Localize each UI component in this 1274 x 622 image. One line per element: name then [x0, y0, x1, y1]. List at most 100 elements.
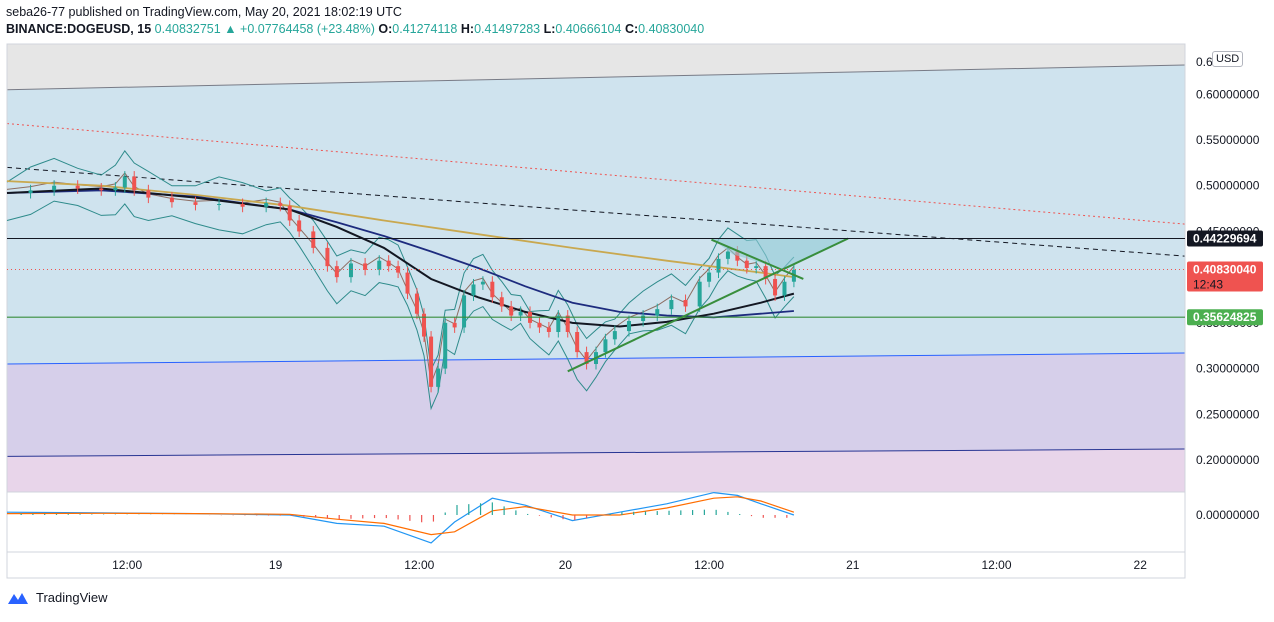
- price-tag-label: 0.40830040: [1193, 263, 1257, 277]
- x-tick-label: 12:00: [404, 558, 434, 572]
- upper-grey-zone: [7, 44, 1185, 90]
- x-tick-label: 12:00: [982, 558, 1012, 572]
- close-value: 0.40830040: [638, 22, 705, 36]
- symbol-label: BINANCE:DOGEUSD, 15: [6, 22, 152, 36]
- candle-body: [297, 220, 302, 232]
- candle-body: [443, 322, 448, 369]
- purple-zone: [7, 353, 1185, 457]
- candle-body: [575, 332, 580, 353]
- close-label: C:: [624, 22, 639, 36]
- x-tick-label: 19: [269, 558, 283, 572]
- y-tick-label: 0.60000000: [1196, 87, 1260, 101]
- candle-body: [287, 205, 292, 221]
- candle-body: [429, 336, 434, 387]
- publisher-line: seba26-77 published on TradingView.com, …: [6, 5, 402, 19]
- low-value: 0.40666104: [555, 22, 622, 36]
- candle-body: [405, 272, 410, 294]
- price-tag-box: [1187, 309, 1263, 326]
- currency-badge[interactable]: USD: [1212, 51, 1244, 67]
- candle-body: [683, 300, 688, 307]
- candle-body: [782, 281, 787, 296]
- candle-body: [773, 278, 778, 296]
- candle-body: [499, 297, 504, 307]
- candle-body: [334, 266, 339, 278]
- candle-body: [480, 281, 485, 285]
- candle-body: [763, 266, 768, 279]
- candle-body: [754, 266, 759, 268]
- candle-body: [122, 176, 127, 188]
- candle-body: [546, 327, 551, 332]
- candle-body: [99, 188, 104, 191]
- x-tick-label: 21: [846, 558, 860, 572]
- candle-body: [113, 187, 118, 191]
- dashed-downtrend-line: [6, 166, 1186, 257]
- candle-body: [396, 266, 401, 273]
- candle-body: [348, 263, 353, 278]
- ema-line-ema-50: [6, 187, 795, 328]
- candle-body: [311, 231, 316, 248]
- macd-zero-label: 0.00000000: [1196, 508, 1260, 522]
- candle-body: [28, 190, 33, 194]
- candle-body: [217, 204, 222, 205]
- last-price-value: 0.40832751: [154, 22, 221, 36]
- candle-body: [490, 281, 495, 298]
- candle-body: [584, 352, 589, 364]
- footer-brand[interactable]: TradingView: [8, 590, 108, 605]
- candle-body: [132, 176, 137, 191]
- candle-body: [377, 260, 382, 270]
- channel-top-line: [6, 64, 1186, 91]
- pink-zone: [7, 449, 1185, 492]
- candle-body: [744, 260, 749, 268]
- triangle-projection-fill: [711, 238, 849, 270]
- candle-body: [716, 258, 721, 273]
- candle-body: [537, 322, 542, 328]
- candle-body: [264, 203, 269, 207]
- y-tick-label: 0.55000000: [1196, 133, 1260, 147]
- y-tick-label: 0.30000000: [1196, 362, 1260, 376]
- brand-label: TradingView: [36, 590, 108, 605]
- price-tag-label: 0.44229694: [1193, 231, 1257, 245]
- candle-body: [556, 315, 561, 332]
- candle-body: [278, 203, 283, 206]
- symbol-ohlc-line: BINANCE:DOGEUSD, 15 0.40832751 ▲ +0.0776…: [6, 22, 704, 36]
- high-value: 0.41497283: [474, 22, 541, 36]
- candle-body: [626, 321, 631, 332]
- publisher-text: seba26-77 published on TradingView.com, …: [6, 5, 402, 19]
- candle-body: [735, 251, 740, 261]
- candle-body: [422, 313, 427, 337]
- candle-body: [146, 190, 151, 198]
- open-value: 0.41274118: [392, 22, 458, 36]
- candle-body: [669, 300, 674, 310]
- x-tick-label: 22: [1134, 558, 1148, 572]
- x-tick-label: 20: [559, 558, 573, 572]
- up-arrow-icon: ▲: [224, 22, 237, 36]
- candle-body: [363, 263, 368, 270]
- candle-body: [509, 306, 514, 316]
- price-tag-box: [1187, 261, 1263, 292]
- y-tick-label: 0.20000000: [1196, 453, 1260, 467]
- x-tick-label: 12:00: [112, 558, 142, 572]
- high-label: H:: [460, 22, 475, 36]
- candle-body: [641, 315, 646, 322]
- candle-body: [169, 197, 174, 203]
- candle-body: [707, 272, 712, 282]
- candle-body: [462, 295, 467, 328]
- y-tick-label-partial: 0.6: [1196, 55, 1213, 69]
- candle-body: [414, 293, 419, 314]
- candle-body: [603, 339, 608, 353]
- red-dotted-trendline: [6, 123, 1186, 225]
- bollinger-upper-line: [6, 150, 795, 372]
- candle-body: [193, 202, 198, 205]
- candle-body: [436, 368, 441, 387]
- candle-body: [612, 331, 617, 340]
- candle-body: [565, 315, 570, 332]
- price-tag-box: [1187, 230, 1263, 247]
- triangle-lower-line: [567, 237, 849, 373]
- low-label: L:: [543, 22, 556, 36]
- candle-body: [518, 311, 523, 316]
- candle-body: [325, 247, 330, 267]
- triangle-upper-line: [711, 238, 804, 280]
- candle-body: [725, 251, 730, 259]
